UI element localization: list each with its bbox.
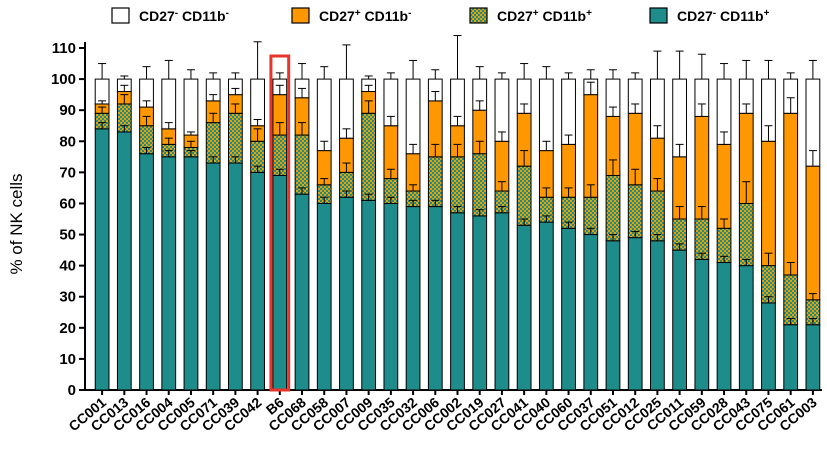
bar-segment xyxy=(761,140,776,267)
y-tick-label: 90 xyxy=(59,102,76,119)
bar-segment xyxy=(650,190,665,242)
y-ticks: 0 10 20 30 40 50 60 70 80 90 100 110 xyxy=(51,40,85,399)
y-tick-label: 10 xyxy=(59,351,76,368)
bar-segment xyxy=(294,134,310,195)
bar-segment xyxy=(427,206,443,391)
y-tick-label: 100 xyxy=(51,71,76,88)
legend-swatch xyxy=(649,7,668,24)
highlight-rect xyxy=(269,54,291,392)
bar-segment xyxy=(761,302,776,391)
bar-segment xyxy=(605,174,621,242)
bar-segment xyxy=(450,156,465,214)
bar-segment xyxy=(672,249,688,391)
bar-segment xyxy=(405,206,421,391)
bar-segment xyxy=(516,165,532,226)
legend: CD27- CD11b- CD27+ CD11b- CD27+ CD11b+ CD27… xyxy=(111,7,770,25)
bar-segment xyxy=(783,324,799,391)
bar-segment xyxy=(694,258,710,391)
legend-entry: CD27+ CD11b+ xyxy=(497,8,592,25)
bar-segment xyxy=(494,212,510,391)
bar-segment xyxy=(583,94,599,198)
y-axis-label: % of NK cells xyxy=(7,173,26,274)
bar-segment xyxy=(783,112,799,276)
bar-segment xyxy=(583,234,599,391)
y-axis: 0 10 20 30 40 50 60 70 80 90 100 110 % of NK cells xyxy=(7,40,86,399)
bar-segment xyxy=(450,212,465,391)
legend-swatch xyxy=(469,7,488,24)
bar-segment xyxy=(139,153,154,391)
legend-entry: CD27+ CD11b- xyxy=(319,8,411,25)
bar-segment xyxy=(650,240,665,391)
bar-segment xyxy=(361,199,377,391)
bar-segment xyxy=(405,78,421,155)
bar-segment xyxy=(94,128,110,391)
x-axis: CC001CC013CC016CC004CC005CC071CC039CC042… xyxy=(65,389,822,434)
bar-segment xyxy=(516,224,532,391)
y-tick-label: 0 xyxy=(68,382,76,399)
y-tick-label: 70 xyxy=(59,164,76,181)
bar-segment xyxy=(205,162,221,391)
legend-entry: CD27- CD11b+ xyxy=(677,8,770,25)
bar-segment xyxy=(116,131,132,391)
bar-segment xyxy=(427,156,443,208)
bar-segment xyxy=(272,174,288,391)
highlight-box xyxy=(269,54,291,392)
bar-segment xyxy=(738,265,754,391)
bar-segment xyxy=(738,202,754,267)
bar-segment xyxy=(716,262,732,391)
legend-swatch xyxy=(111,7,130,24)
y-tick-label: 80 xyxy=(59,133,76,150)
bar-segment xyxy=(361,112,377,201)
bar-segment xyxy=(227,112,243,164)
bar-segment xyxy=(627,237,643,391)
y-tick-label: 20 xyxy=(59,320,76,337)
bar-segment xyxy=(472,153,488,217)
y-tick-label: 110 xyxy=(52,40,76,57)
bar-segment xyxy=(339,196,354,391)
bar-segment xyxy=(805,324,821,391)
y-tick-label: 30 xyxy=(59,289,76,306)
bar-segment xyxy=(538,78,554,152)
legend-entry: CD27- CD11b- xyxy=(139,8,229,25)
y-tick-label: 60 xyxy=(59,195,76,212)
bar-segment xyxy=(805,165,821,301)
bar-segment xyxy=(183,78,199,136)
bar-segment xyxy=(538,221,554,391)
bar-segment xyxy=(472,215,488,391)
bar-segment xyxy=(627,184,643,239)
bar-segment xyxy=(783,274,799,326)
bar-segment xyxy=(183,156,199,391)
bar-segment xyxy=(227,162,243,391)
bar-segment xyxy=(605,240,621,391)
bar-segment xyxy=(294,193,310,391)
bar-segment xyxy=(161,78,177,130)
bar-segment xyxy=(316,202,332,391)
bar-segment xyxy=(694,115,710,220)
legend-swatch xyxy=(291,7,310,24)
x-tick-labels: CC001CC013CC016CC004CC005CC071CC039CC042… xyxy=(65,394,820,434)
bar-segment xyxy=(316,78,332,152)
bar-segment xyxy=(161,156,177,391)
bar-segment xyxy=(561,227,576,391)
bar-segment xyxy=(383,202,399,391)
bar-segment xyxy=(250,171,265,391)
y-tick-label: 40 xyxy=(59,258,76,275)
y-tick-label: 50 xyxy=(59,227,76,244)
bar-segment xyxy=(250,78,265,127)
bar-segment xyxy=(716,143,732,229)
bars xyxy=(94,35,821,395)
bar-segment xyxy=(94,78,110,105)
